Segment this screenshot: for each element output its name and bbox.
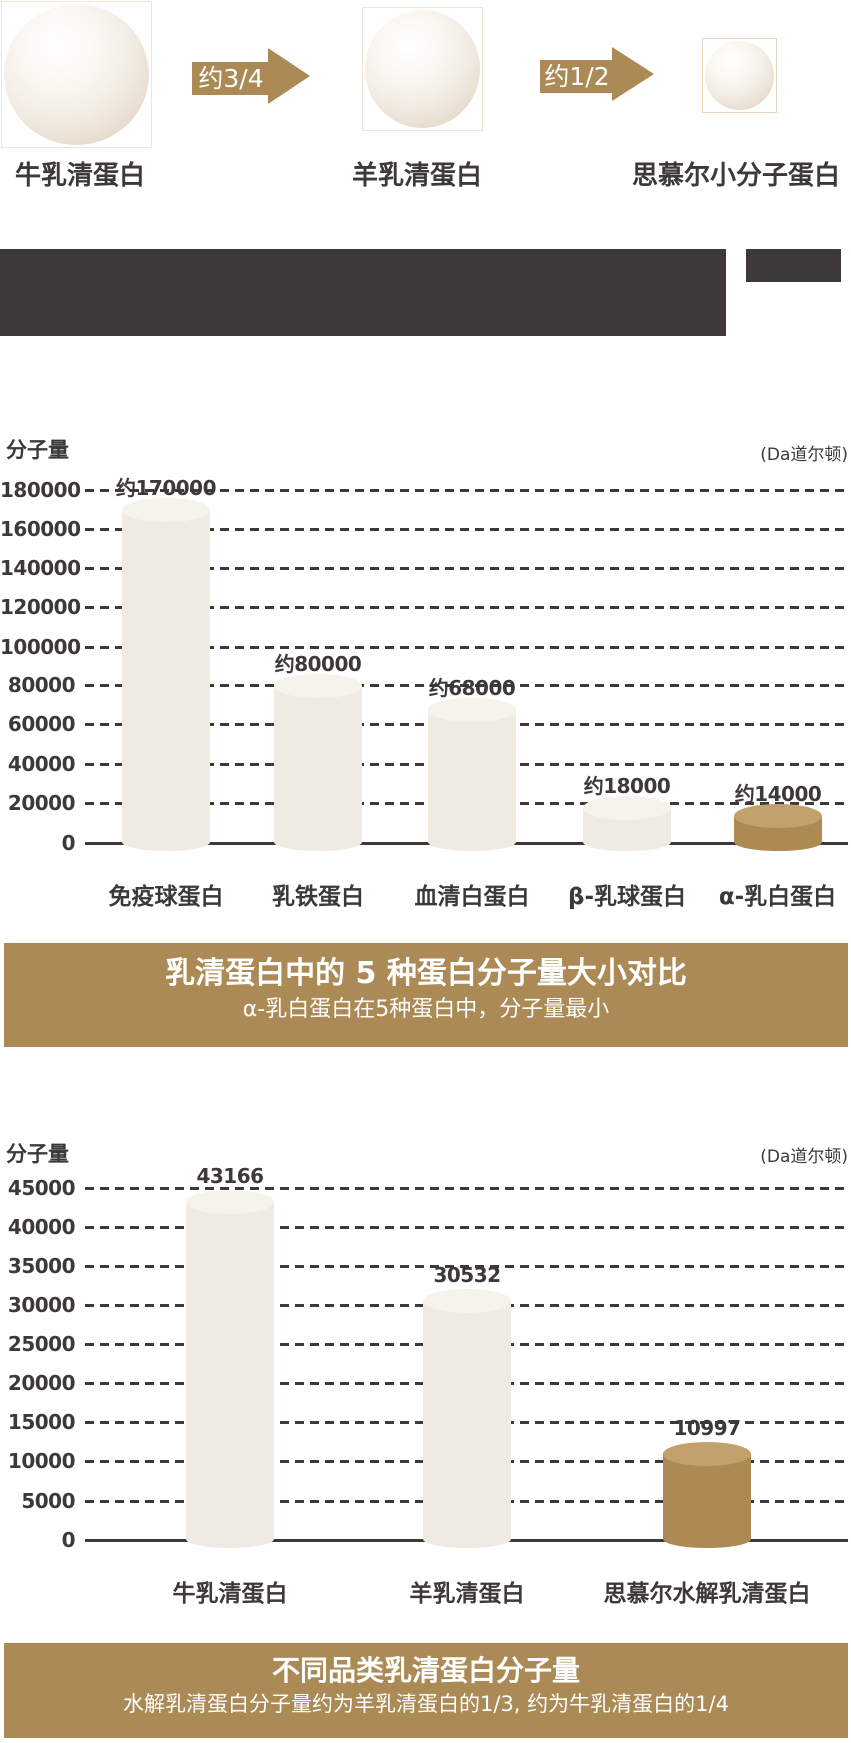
- protein-sphere-large-box: [1, 1, 152, 148]
- unit-label: (Da道尔顿): [760, 445, 848, 465]
- arrow-right-icon: 约1/2: [540, 47, 654, 102]
- arrow-ratio-label: 约3/4: [198, 64, 264, 93]
- y-tick: 10000: [7, 1449, 76, 1473]
- banner-title: 乳清蛋白中的 5 种蛋白分子量大小对比: [165, 956, 687, 991]
- summary-banner-2: 不同品类乳清蛋白分子量 水解乳清蛋白分子量约为羊乳清蛋白的1/3, 约为牛乳清蛋…: [4, 1643, 848, 1738]
- banner-subtitle: α-乳白蛋白在5种蛋白中，分子量最小: [242, 997, 610, 1022]
- y-tick: 60000: [7, 712, 76, 736]
- y-tick: 140000: [0, 556, 81, 580]
- x-category-label: 乳铁蛋白: [272, 884, 364, 910]
- bar-goat-whey: [423, 1289, 511, 1548]
- protein-sphere-small-box: [702, 38, 777, 113]
- arrow-head: [268, 48, 310, 104]
- gridline: [85, 646, 848, 649]
- y-tick: 15000: [7, 1410, 76, 1434]
- bar-immunoglobulin: [122, 498, 210, 851]
- y-tick: 20000: [7, 791, 76, 815]
- arrow-right-icon: 约3/4: [192, 48, 310, 105]
- y-tick: 80000: [7, 673, 76, 697]
- y-tick: 5000: [21, 1489, 75, 1513]
- chart-five-proteins: 分子量 (Da道尔顿) 180000 160000 140000 120000 …: [0, 430, 851, 915]
- y-tick: 40000: [7, 1215, 76, 1239]
- bar-value-label: 30532: [433, 1263, 501, 1287]
- gridline: [85, 1187, 848, 1190]
- y-tick: 25000: [7, 1332, 76, 1356]
- gridline: [85, 684, 848, 687]
- unit-label: (Da道尔顿): [760, 1147, 848, 1167]
- y-tick: 160000: [0, 517, 81, 541]
- bar-value-label: 约68000: [428, 676, 516, 700]
- bar-serum-albumin: [428, 698, 516, 851]
- summary-banner-1: 乳清蛋白中的 5 种蛋白分子量大小对比 α-乳白蛋白在5种蛋白中，分子量最小: [4, 943, 848, 1047]
- protein-sphere-medium-box: [362, 7, 483, 131]
- gridline: [85, 567, 848, 570]
- dark-header-band: [0, 249, 726, 336]
- gridline: [85, 528, 848, 531]
- x-category-label: 思慕尔水解乳清蛋白: [603, 1581, 811, 1607]
- y-tick: 45000: [7, 1176, 76, 1200]
- arrow-head: [612, 47, 654, 101]
- x-category-label: 羊乳清蛋白: [409, 1581, 525, 1607]
- y-tick: 30000: [7, 1293, 76, 1317]
- x-category-label: 免疫球蛋白: [108, 884, 224, 910]
- x-category-label: β-乳球蛋白: [567, 884, 686, 910]
- bar-value-label: 43166: [196, 1164, 264, 1188]
- x-category-label: 血清白蛋白: [414, 884, 530, 910]
- y-tick: 35000: [7, 1254, 76, 1278]
- sphere-label-cow-whey: 牛乳清蛋白: [14, 161, 145, 191]
- sphere-label-simuer-protein: 思慕尔小分子蛋白: [631, 161, 840, 191]
- protein-sphere-large: [4, 4, 149, 145]
- dark-header-tag: [746, 249, 841, 282]
- y-tick: 20000: [7, 1371, 76, 1395]
- y-tick: 0: [61, 1528, 76, 1552]
- sphere-label-goat-whey: 羊乳清蛋白: [351, 161, 482, 191]
- protein-sphere-small: [705, 41, 774, 110]
- y-tick: 100000: [0, 635, 81, 659]
- y-tick: 40000: [7, 752, 76, 776]
- x-category-label: α-乳白蛋白: [718, 884, 837, 910]
- y-axis-title: 分子量: [6, 438, 69, 462]
- bar-value-label: 约80000: [274, 652, 362, 676]
- arrow-tail: 约1/2: [540, 60, 614, 93]
- y-tick: 120000: [0, 595, 81, 619]
- arrow-ratio-label: 约1/2: [544, 62, 610, 91]
- gridline: [85, 489, 848, 492]
- bar-value-label: 约14000: [734, 782, 822, 806]
- y-axis-title: 分子量: [6, 1142, 69, 1166]
- gridline: [85, 606, 848, 609]
- x-category-label: 牛乳清蛋白: [172, 1581, 288, 1607]
- bar-simuer-hydrolyzed-whey: [663, 1442, 751, 1548]
- bar-beta-lactoglobulin: [583, 796, 671, 851]
- y-tick: 180000: [0, 478, 81, 502]
- arrow-tail: 约3/4: [192, 62, 270, 95]
- bar-lactoferrin: [274, 674, 362, 851]
- protein-sphere-medium: [365, 10, 480, 128]
- chart-brand-comparison: 分子量 (Da道尔顿) 45000 40000 35000 30000 2500…: [0, 1130, 851, 1620]
- bar-value-label: 10997: [673, 1416, 741, 1440]
- bar-value-label: 约170000: [116, 476, 217, 500]
- banner-title: 不同品类乳清蛋白分子量: [271, 1654, 580, 1687]
- y-tick: 0: [61, 831, 76, 855]
- bar-alpha-lactalbumin: [734, 804, 822, 851]
- gridline: [85, 1226, 848, 1229]
- gridline: [85, 1265, 848, 1268]
- banner-subtitle: 水解乳清蛋白分子量约为羊乳清蛋白的1/3, 约为牛乳清蛋白的1/4: [123, 1692, 729, 1716]
- bar-value-label: 约18000: [583, 774, 671, 798]
- bar-cow-whey: [186, 1190, 274, 1548]
